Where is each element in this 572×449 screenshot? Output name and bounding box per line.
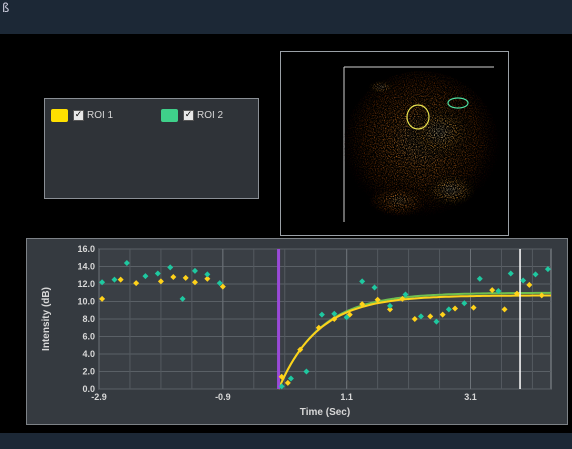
x-axis-label: Time (Sec) (300, 407, 350, 418)
y-tick-label: 14.0 (77, 262, 95, 272)
roi1-data-point (501, 306, 508, 313)
roi2-data-point (520, 277, 527, 284)
roi1-data-point (170, 274, 177, 280)
roi1-data-point (331, 316, 338, 322)
legend-item-roi1[interactable]: ✓ ROI 1 (51, 108, 113, 122)
roi1-data-point (387, 306, 394, 313)
roi2-data-point (359, 278, 366, 285)
roi2-data-point (445, 306, 452, 313)
roi1-data-point (411, 316, 418, 322)
roi1-data-point (399, 295, 406, 302)
roi2-data-point (387, 302, 394, 309)
roi2-data-point (278, 383, 285, 390)
roi2-data-point (111, 276, 118, 283)
roi2-data-point (507, 270, 514, 277)
roi1-data-point (359, 301, 366, 308)
roi1-data-point (452, 305, 459, 312)
roi2-data-point (331, 310, 338, 317)
roi1-checkbox[interactable]: ✓ (73, 109, 84, 121)
ultrasound-image-panel (280, 51, 509, 236)
roi2-data-point (532, 271, 539, 278)
roi1-data-point (315, 324, 322, 331)
roi2-data-point (287, 375, 294, 382)
roi1-data-point (538, 292, 545, 299)
y-tick-label: 2.0 (82, 367, 95, 377)
roi1-data-point (182, 274, 189, 281)
roi2-data-point (476, 275, 483, 282)
roi1-data-point (513, 290, 520, 297)
roi2-data-point (495, 288, 502, 294)
roi1-data-point (489, 287, 496, 294)
y-tick-label: 16.0 (77, 244, 95, 254)
y-axis-label: Intensity (dB) (41, 287, 52, 351)
status-bar (0, 433, 572, 449)
y-tick-label: 10.0 (77, 297, 95, 307)
roi1-data-point (526, 281, 533, 288)
roi1-data-point (204, 275, 211, 282)
roi1-label: ROI 1 (87, 109, 114, 121)
y-tick-label: 12.0 (77, 279, 95, 289)
roi-legend-panel: ✓ ROI 1 ✓ ROI 2 (44, 98, 259, 199)
roi2-data-point (216, 280, 223, 287)
y-tick-label: 8.0 (82, 314, 95, 324)
roi1-data-point (133, 280, 140, 287)
roi2-data-point (191, 267, 198, 274)
roi1-data-point (219, 283, 226, 290)
roi1-data-point (117, 276, 124, 283)
title-bar: ß (0, 0, 572, 34)
roi2-data-point (433, 318, 440, 325)
roi2-outline[interactable] (447, 97, 469, 109)
x-tick-label: -2.9 (91, 392, 107, 402)
roi1-outline[interactable] (406, 104, 430, 130)
roi1-color-swatch (51, 108, 68, 122)
roi2-data-point (461, 300, 468, 307)
roi2-label: ROI 2 (197, 109, 224, 121)
roi2-data-point (318, 311, 325, 318)
roi1-fit-curve (277, 294, 551, 390)
y-tick-label: 0.0 (82, 384, 95, 394)
roi2-data-point (99, 279, 106, 286)
roi2-data-point (303, 368, 310, 375)
roi2-data-point (343, 314, 350, 321)
corner-glyph: ß (2, 1, 10, 15)
roi2-data-point (167, 264, 174, 271)
roi1-data-point (470, 304, 477, 311)
legend-item-roi2[interactable]: ✓ ROI 2 (161, 108, 223, 122)
y-tick-label: 4.0 (82, 349, 95, 359)
x-tick-label: -0.9 (215, 392, 231, 402)
roi1-data-point (374, 296, 381, 303)
x-tick-label: 1.1 (340, 392, 353, 402)
roi2-data-point (123, 260, 130, 266)
roi1-data-point (278, 373, 285, 380)
roi2-data-point (142, 273, 149, 280)
time-intensity-chart: 0.0 2.0 4.0 6.0 8.0 10.0 12.0 14.0 16.0 -2.9 -0.9 1… (41, 244, 552, 418)
roi1-data-point (284, 379, 291, 386)
roi1-data-point (191, 279, 198, 286)
roi1-data-point (157, 278, 164, 285)
roi1-data-point (439, 311, 446, 318)
time-intensity-chart-panel: 0.0 2.0 4.0 6.0 8.0 10.0 12.0 14.0 16.0 -2.9 -0.9 1… (26, 238, 568, 425)
ultrasound-image (343, 66, 499, 223)
x-tick-label: 3.1 (464, 392, 477, 402)
roi2-color-swatch (161, 108, 178, 122)
roi1-data-point (427, 313, 434, 320)
roi2-data-point (417, 313, 424, 320)
roi1-data-point (297, 346, 304, 353)
roi2-data-point (154, 270, 161, 277)
roi2-data-point (402, 291, 409, 298)
y-tick-label: 6.0 (82, 332, 95, 342)
roi2-data-point (544, 266, 551, 273)
roi1-data-point (99, 295, 106, 302)
roi2-data-point (204, 271, 211, 278)
roi2-data-point (179, 295, 186, 302)
roi2-checkbox[interactable]: ✓ (183, 109, 194, 121)
roi2-data-point (371, 284, 378, 291)
